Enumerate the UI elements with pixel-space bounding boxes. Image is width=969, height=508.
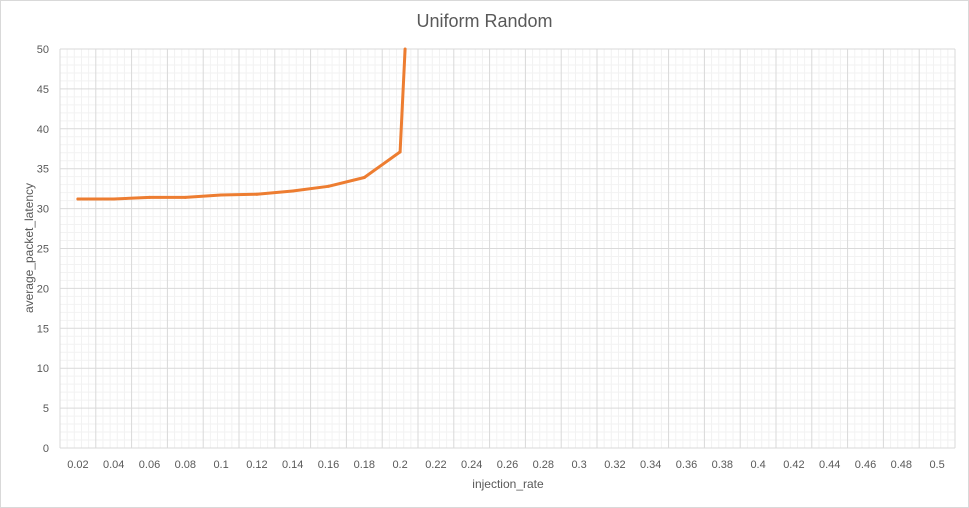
x-tick-label: 0.36 xyxy=(676,459,697,471)
x-tick-label: 0.24 xyxy=(461,459,482,471)
x-tick-label: 0.5 xyxy=(929,459,944,471)
data-point xyxy=(291,189,295,193)
x-tick-label: 0.32 xyxy=(604,459,625,471)
x-tick-label: 0.34 xyxy=(640,459,661,471)
data-point xyxy=(362,175,366,179)
y-tick-label: 50 xyxy=(37,44,49,56)
y-tick-label: 20 xyxy=(37,283,49,295)
x-tick-label: 0.28 xyxy=(533,459,554,471)
x-tick-label: 0.4 xyxy=(750,459,765,471)
x-tick-label: 0.2 xyxy=(392,459,407,471)
y-tick-label: 15 xyxy=(37,323,49,335)
x-tick-label: 0.42 xyxy=(783,459,804,471)
y-tick-label: 45 xyxy=(37,84,49,96)
y-tick-label: 40 xyxy=(37,124,49,136)
x-tick-label: 0.06 xyxy=(139,459,160,471)
x-tick-label: 0.02 xyxy=(67,459,88,471)
data-point xyxy=(76,197,80,201)
x-tick-label: 0.44 xyxy=(819,459,840,471)
x-tick-label: 0.14 xyxy=(282,459,303,471)
data-point xyxy=(327,184,330,188)
data-point xyxy=(148,195,151,199)
x-tick-label: 0.12 xyxy=(246,459,267,471)
x-tick-label: 0.1 xyxy=(213,459,228,471)
x-tick-label: 0.08 xyxy=(175,459,196,471)
x-tick-label: 0.46 xyxy=(855,459,876,471)
data-point xyxy=(183,195,187,199)
y-tick-label: 5 xyxy=(43,403,49,415)
x-tick-label: 0.18 xyxy=(354,459,375,471)
y-tick-label: 25 xyxy=(37,244,49,256)
x-tick-label: 0.22 xyxy=(425,459,446,471)
x-tick-label: 0.3 xyxy=(571,459,586,471)
y-tick-label: 35 xyxy=(37,164,49,176)
y-tick-label: 30 xyxy=(37,204,49,216)
chart-title: Uniform Random xyxy=(416,11,553,31)
y-tick-label: 0 xyxy=(43,443,49,455)
y-tick-label: 10 xyxy=(37,363,49,375)
x-tick-label: 0.16 xyxy=(318,459,339,471)
x-tick-label: 0.48 xyxy=(891,459,912,471)
data-point xyxy=(255,192,259,196)
x-tick-label: 0.04 xyxy=(103,459,124,471)
data-point xyxy=(112,197,116,201)
x-tick-label: 0.38 xyxy=(712,459,733,471)
data-point xyxy=(398,150,402,154)
x-axis-label: injection_rate xyxy=(472,477,544,491)
x-tick-label: 0.26 xyxy=(497,459,518,471)
data-point xyxy=(219,193,223,197)
